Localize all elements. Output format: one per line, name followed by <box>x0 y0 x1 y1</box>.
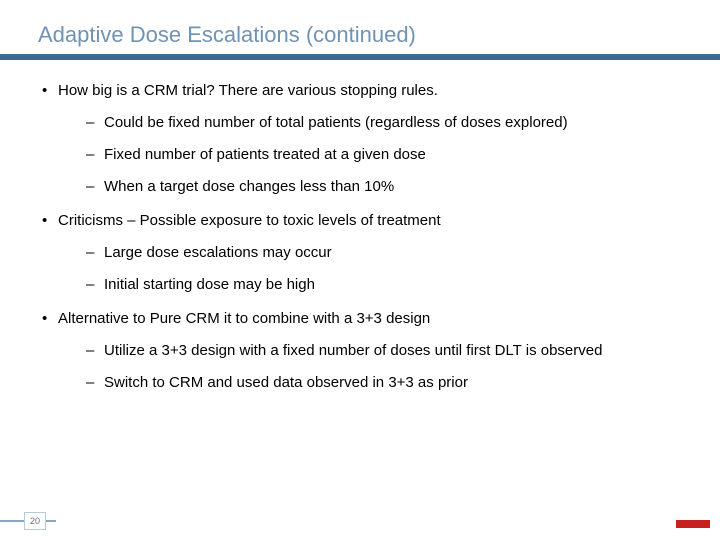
slide-title: Adaptive Dose Escalations (continued) <box>38 22 416 48</box>
sub-bullet-text: When a target dose changes less than 10% <box>104 178 394 195</box>
sub-bullet-text: Could be fixed number of total patients … <box>104 114 568 131</box>
sub-bullet-item: When a target dose changes less than 10% <box>86 178 688 196</box>
bullet-item: How big is a CRM trial? There are variou… <box>42 82 688 196</box>
bullet-item: Alternative to Pure CRM it to combine wi… <box>42 310 688 392</box>
slide: Adaptive Dose Escalations (continued) Ho… <box>0 0 720 540</box>
slide-body: How big is a CRM trial? There are variou… <box>42 82 688 408</box>
bullet-text: How big is a CRM trial? There are variou… <box>58 82 438 99</box>
sub-bullet-item: Fixed number of patients treated at a gi… <box>86 146 688 164</box>
sub-bullet-text: Fixed number of patients treated at a gi… <box>104 146 426 163</box>
sub-bullet-text: Large dose escalations may occur <box>104 244 332 261</box>
sub-bullet-text: Switch to CRM and used data observed in … <box>104 374 468 391</box>
bullet-text: Criticisms – Possible exposure to toxic … <box>58 212 441 229</box>
sub-bullet-item: Large dose escalations may occur <box>86 244 688 262</box>
sub-bullet-item: Could be fixed number of total patients … <box>86 114 688 132</box>
bullet-text: Alternative to Pure CRM it to combine wi… <box>58 310 430 327</box>
page-number: 20 <box>24 512 46 530</box>
corner-mark-icon <box>676 520 710 528</box>
sub-bullet-text: Utilize a 3+3 design with a fixed number… <box>104 342 602 359</box>
sub-bullet-text: Initial starting dose may be high <box>104 276 315 293</box>
bullet-item: Criticisms – Possible exposure to toxic … <box>42 212 688 294</box>
sub-bullet-item: Switch to CRM and used data observed in … <box>86 374 688 392</box>
sub-bullet-item: Initial starting dose may be high <box>86 276 688 294</box>
header-band <box>0 54 720 60</box>
sub-bullet-item: Utilize a 3+3 design with a fixed number… <box>86 342 688 360</box>
